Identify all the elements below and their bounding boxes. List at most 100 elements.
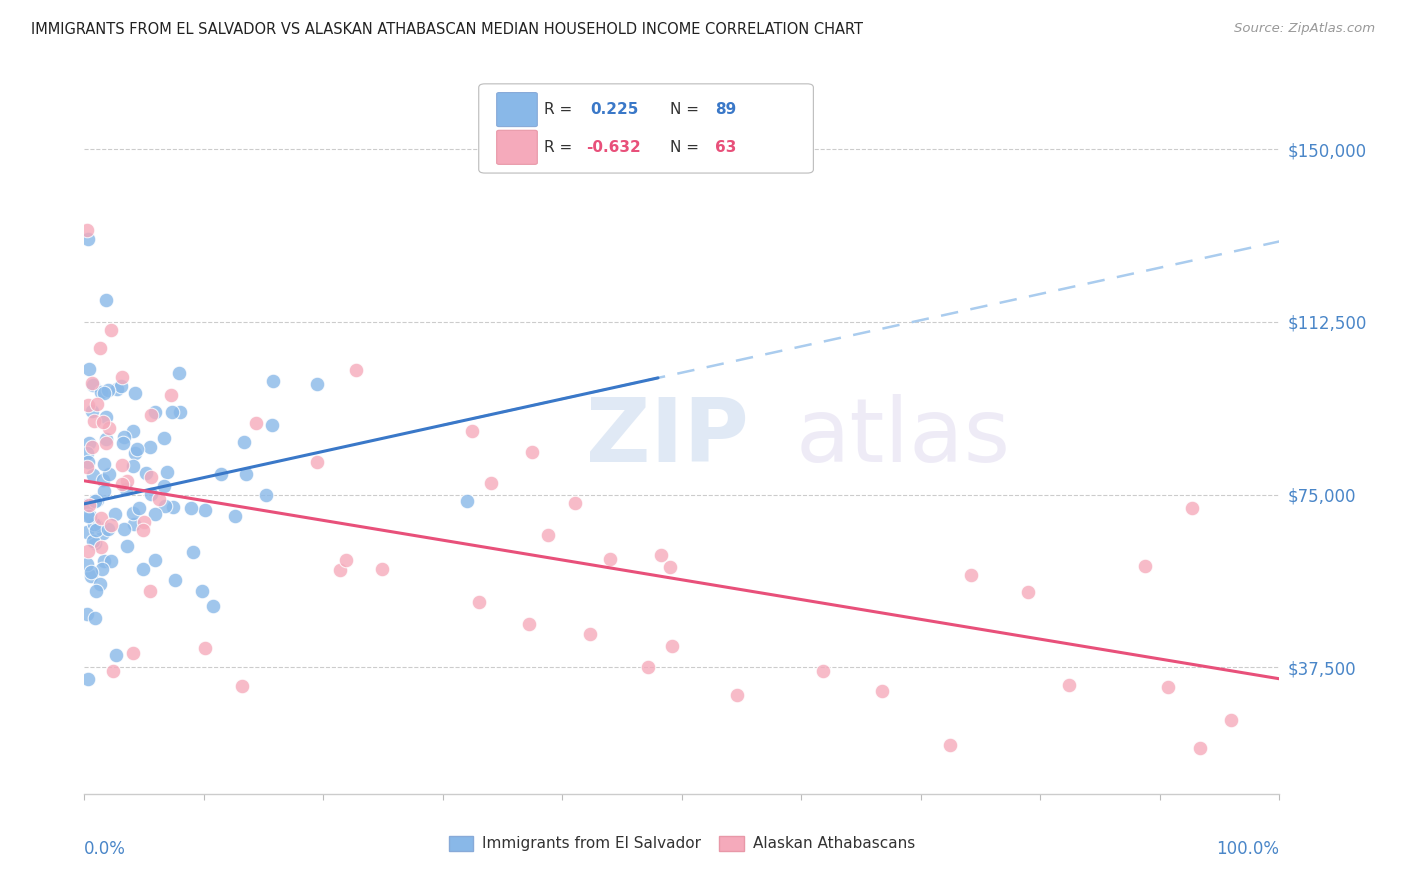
Point [76,543,98,558]
Point [104,648,127,663]
Text: atlas: atlas [796,393,1011,481]
Point [169,405,191,419]
Point [1181,501,1204,516]
Point [82,468,104,483]
Text: R =: R = [544,140,578,155]
Point [661,639,683,653]
Point [132,523,155,537]
Point [939,738,962,752]
Point [79,435,101,450]
Text: ZIP: ZIP [586,393,749,481]
Text: 0.225: 0.225 [591,102,638,117]
Point [77,455,100,469]
Point [202,599,225,614]
Point [110,477,132,491]
Point [82,441,104,455]
Point [104,507,127,521]
Point [86,518,108,533]
Point [134,515,156,529]
Point [725,688,748,702]
Point [231,679,253,693]
Point [90,511,112,525]
Text: N =: N = [671,102,704,117]
Point [115,482,138,496]
Point [148,492,170,507]
Point [84,611,107,625]
Point [132,562,155,576]
Point [79,508,101,523]
Legend: Immigrants from El Salvador, Alaskan Athabascans: Immigrants from El Salvador, Alaskan Ath… [443,830,921,857]
Point [77,499,100,513]
Point [307,377,329,392]
Point [659,559,682,574]
Text: N =: N = [671,140,704,155]
Point [97,420,120,434]
Point [579,626,602,640]
Point [94,435,117,450]
Point [128,500,150,515]
Point [97,467,120,481]
Point [153,500,176,514]
FancyBboxPatch shape [496,93,537,127]
Point [91,473,114,487]
Point [84,584,107,599]
Point [1189,741,1212,756]
Point [370,562,392,576]
Point [77,362,100,376]
Point [456,494,478,508]
Point [564,495,586,509]
Text: IMMIGRANTS FROM EL SALVADOR VS ALASKAN ATHABASCAN MEDIAN HOUSEHOLD INCOME CORREL: IMMIGRANTS FROM EL SALVADOR VS ALASKAN A… [31,22,863,37]
Point [1220,713,1243,727]
Point [135,467,157,481]
Point [89,341,111,355]
Point [83,517,105,532]
Point [121,506,143,520]
Point [80,569,103,583]
Point [517,616,540,631]
Point [76,232,98,246]
Point [76,223,98,237]
Point [77,672,100,686]
Point [83,414,105,428]
Point [479,476,502,491]
Point [111,458,134,472]
Point [90,540,112,554]
Point [94,432,117,446]
Point [110,379,132,393]
Point [245,416,267,430]
Point [124,446,146,460]
Point [468,594,491,608]
Text: -0.632: -0.632 [586,140,641,155]
Point [82,533,104,548]
Point [84,494,107,508]
Point [86,397,108,411]
Point [156,465,179,479]
Point [76,607,98,622]
Point [124,386,146,401]
Point [82,404,104,418]
Point [89,577,111,591]
FancyBboxPatch shape [496,130,537,164]
Point [80,565,103,579]
Point [329,563,352,577]
Point [143,553,166,567]
Point [254,488,277,502]
Point [143,405,166,419]
Point [522,445,544,459]
Point [165,573,187,587]
Point [122,424,145,438]
Point [162,500,184,514]
Point [80,376,103,391]
Point [139,441,162,455]
Point [100,518,122,533]
Point [235,467,257,482]
Point [76,398,98,412]
Point [76,524,98,539]
Point [139,408,162,422]
Point [115,474,138,488]
Point [76,445,98,459]
Text: R =: R = [544,102,578,117]
Point [77,508,100,523]
Point [190,583,212,598]
Point [233,434,256,449]
